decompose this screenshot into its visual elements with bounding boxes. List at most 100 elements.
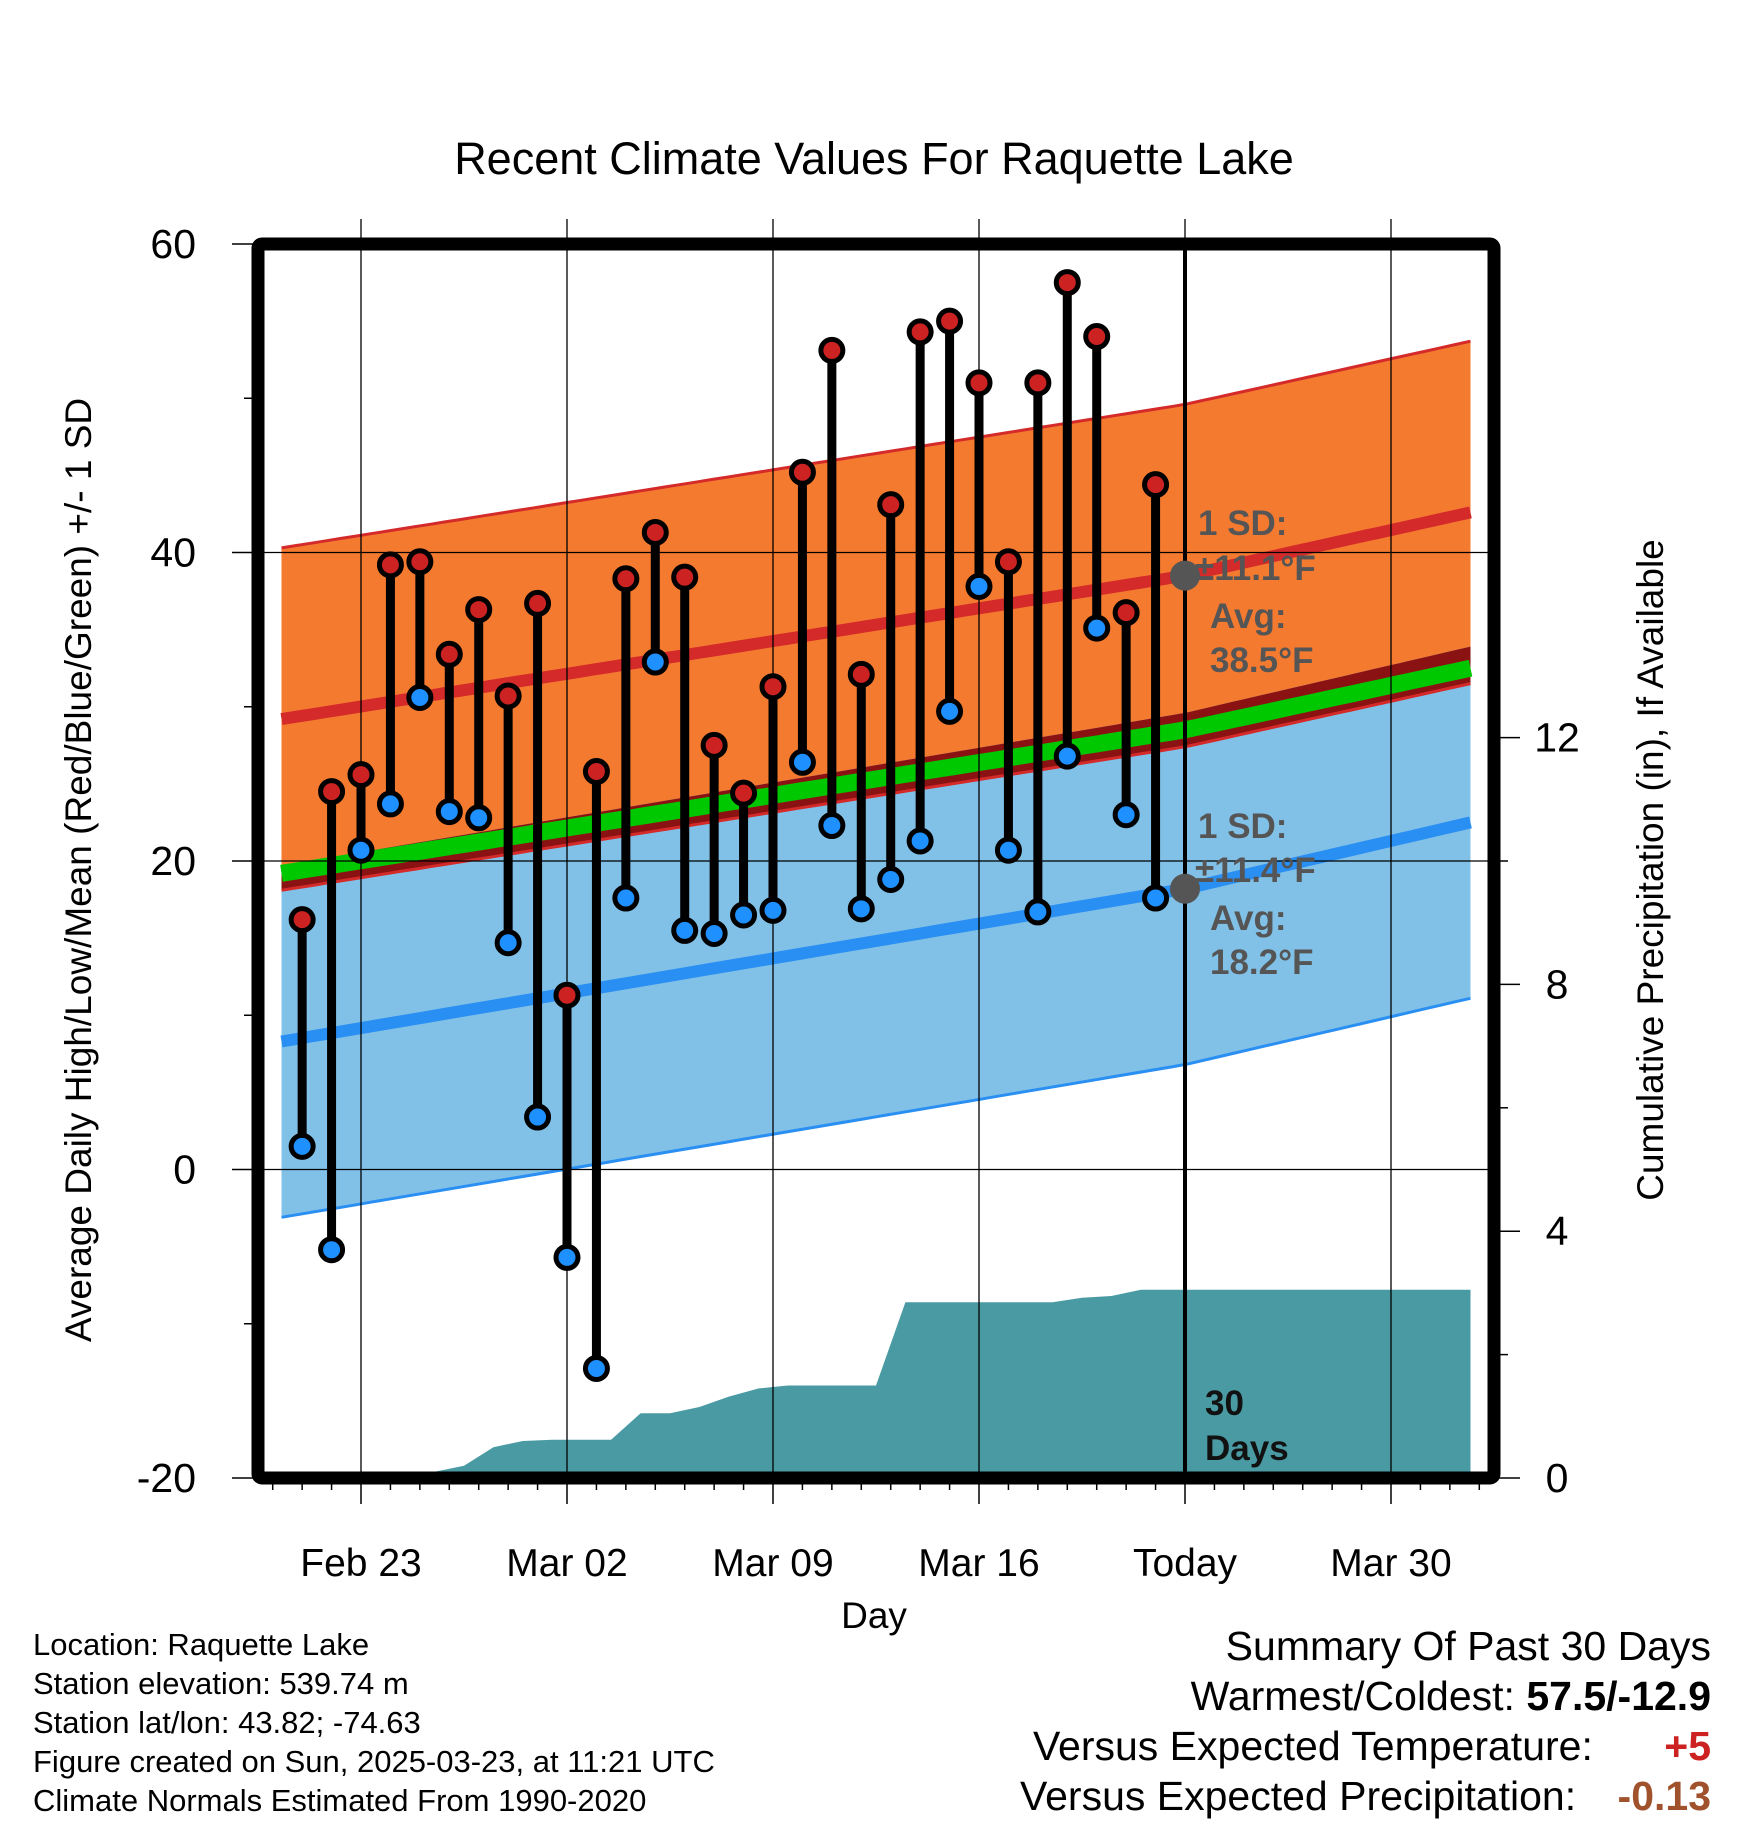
y-axis-label: Average Daily High/Low/Mean (Red/Blue/Gr… — [58, 398, 99, 1342]
low-temp-point — [553, 1243, 581, 1271]
high-temp-point — [906, 318, 934, 346]
elevation-text: Station elevation: 539.74 m — [33, 1666, 409, 1701]
summary-panel: Summary Of Past 30 Days Warmest/Coldest:… — [1020, 1621, 1711, 1821]
high-temp-point — [288, 906, 316, 934]
low-temp-point — [788, 748, 816, 776]
low-sd-label: 1 SD: — [1198, 807, 1287, 846]
low-temp-point — [730, 901, 758, 929]
precip-departure-value: -0.13 — [1617, 1773, 1711, 1819]
low-temp-point — [318, 1236, 346, 1264]
low-temp-point — [671, 916, 699, 944]
low-avg-label: Avg: — [1210, 899, 1286, 938]
high-temp-point — [700, 731, 728, 759]
high-temp-point — [641, 518, 669, 546]
y2-axis-label: Cumulative Precipitation (in), If Availa… — [1630, 539, 1671, 1201]
low-temp-point — [1024, 898, 1052, 926]
normal-mean-line — [280, 659, 1473, 882]
y2-tick-label: 12 — [1534, 715, 1580, 761]
high-temp-point — [524, 589, 552, 617]
high-temp-point — [376, 551, 404, 579]
high-temp-point — [1024, 369, 1052, 397]
normal-low-line — [280, 816, 1472, 1048]
created-text: Figure created on Sun, 2025-03-23, at 11… — [33, 1744, 715, 1779]
low-temp-point — [936, 697, 964, 725]
high-temp-point — [435, 640, 463, 668]
low-temp-point — [700, 919, 728, 947]
chart-title: Recent Climate Values For Raquette Lake — [454, 133, 1294, 184]
high-temp-point — [818, 336, 846, 364]
high-avg-label: Avg: — [1210, 597, 1286, 636]
x-tick-label: Feb 23 — [300, 1542, 421, 1585]
low-temp-point — [1083, 614, 1111, 642]
high-temp-point — [936, 307, 964, 335]
x-tick-label: Mar 09 — [712, 1542, 833, 1585]
y-tick-label: -20 — [137, 1455, 196, 1501]
low-sd-value: ±11.4°F — [1195, 851, 1316, 890]
low-temp-point — [906, 827, 934, 855]
y-tick-label: 20 — [150, 838, 196, 884]
today-normal-high-marker — [1170, 560, 1200, 591]
low-temp-point — [1053, 742, 1081, 770]
high-temp-point — [494, 682, 522, 710]
high-temp-point — [465, 596, 493, 624]
low-avg-value: 18.2°F — [1210, 943, 1314, 982]
y-tick-label: 0 — [173, 1147, 196, 1193]
high-temp-point — [1112, 599, 1140, 627]
low-temp-point — [347, 836, 375, 864]
low-temp-point — [406, 683, 434, 711]
y2-tick-label: 8 — [1546, 961, 1569, 1007]
high-temp-point — [877, 491, 905, 519]
low-temp-point — [877, 866, 905, 894]
high-temp-point — [759, 673, 787, 701]
high-normal-band — [281, 341, 1471, 891]
high-sd-value: ±11.1°F — [1195, 549, 1316, 588]
x-tick-label: Mar 30 — [1330, 1542, 1451, 1585]
x-tick-label: Mar 16 — [918, 1542, 1039, 1585]
warm-cold-value: 57.5/-12.9 — [1526, 1673, 1711, 1719]
y-tick-label: 60 — [150, 221, 196, 267]
low-temp-point — [994, 836, 1022, 864]
x-tick-label: Mar 02 — [506, 1542, 627, 1585]
warm-cold-label: Warmest/Coldest: — [1190, 1673, 1515, 1719]
low-temp-point — [288, 1132, 316, 1160]
high-temp-point — [1083, 323, 1111, 351]
low-temp-point — [582, 1354, 610, 1382]
high-temp-point — [553, 981, 581, 1009]
high-temp-point — [994, 548, 1022, 576]
low-temp-point — [376, 790, 404, 818]
low-temp-point — [847, 895, 875, 923]
high-temp-point — [1053, 269, 1081, 297]
high-temp-point — [612, 565, 640, 593]
high-temp-point — [1142, 471, 1170, 499]
low-lower-sd-line — [281, 996, 1471, 1219]
low-temp-point — [465, 804, 493, 832]
high-avg-value: 38.5°F — [1210, 641, 1314, 680]
y2-tick-label: 0 — [1546, 1455, 1569, 1501]
high-temp-point — [965, 369, 993, 397]
high-temp-point — [318, 778, 346, 806]
high-temp-point — [406, 548, 434, 576]
high-temp-point — [788, 458, 816, 486]
low-normal-band — [281, 646, 1471, 1218]
temp-departure-value: +5 — [1664, 1723, 1711, 1769]
low-temp-point — [494, 929, 522, 957]
high-sd-label: 1 SD: — [1198, 504, 1287, 543]
low-temp-point — [759, 896, 787, 924]
today-normal-low-marker — [1170, 873, 1200, 904]
high-temp-point — [730, 779, 758, 807]
y-tick-label: 40 — [150, 530, 196, 576]
normals-text: Climate Normals Estimated From 1990-2020 — [33, 1783, 647, 1818]
high-upper-sd-line — [281, 339, 1471, 550]
low-temp-point — [641, 648, 669, 676]
days-label-word: Days — [1205, 1429, 1289, 1468]
low-temp-point — [612, 884, 640, 912]
high-temp-point — [582, 758, 610, 786]
high-temp-point — [347, 761, 375, 789]
low-temp-point — [524, 1103, 552, 1131]
temp-departure-label: Versus Expected Temperature: — [1032, 1723, 1593, 1769]
low-temp-point — [965, 572, 993, 600]
high-temp-point — [847, 660, 875, 688]
low-temp-point — [1142, 884, 1170, 912]
low-temp-point — [818, 812, 846, 840]
